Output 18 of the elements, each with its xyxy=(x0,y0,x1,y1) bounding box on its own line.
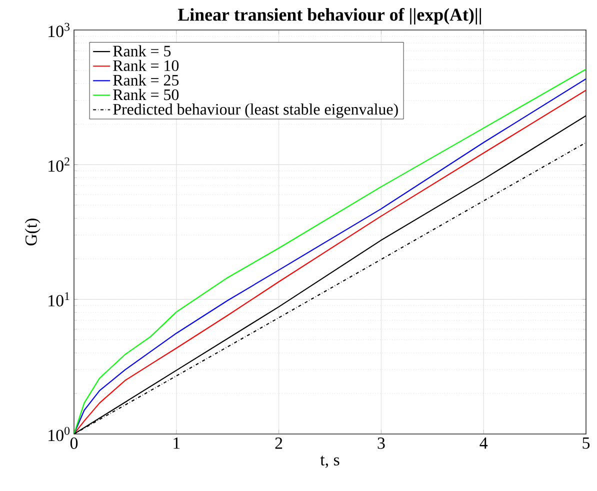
y-tick-label: 10$^{0}$ xyxy=(48,426,70,442)
x-axis-title: t, s xyxy=(320,456,340,468)
y-axis-title: G(t) xyxy=(24,218,40,246)
y-tick-label: 10$^{1}$ xyxy=(48,292,70,306)
x-tick-label: 5 xyxy=(582,438,590,449)
legend-label: Predicted behaviour (least stable eigenvalue) xyxy=(113,103,398,118)
legend-label: Rank = 10 xyxy=(113,60,179,72)
x-tick-label: 1 xyxy=(174,438,180,449)
x-tick-label: 3 xyxy=(378,438,385,449)
x-tick-label: 0 xyxy=(70,438,78,449)
x-tick-label: 2 xyxy=(275,438,282,449)
y-tick-label: 10$^{3}$ xyxy=(48,22,70,38)
legend-label: Rank = 5 xyxy=(113,45,171,57)
y-tick-label: 10$^{2}$ xyxy=(48,158,70,172)
legend-label: Rank = 50 xyxy=(113,88,179,100)
x-tick-label: 4 xyxy=(480,438,488,449)
chart-title: Linear transient behaviour of ||exp(At)|| xyxy=(178,8,481,24)
legend-label: Rank = 25 xyxy=(113,74,179,86)
